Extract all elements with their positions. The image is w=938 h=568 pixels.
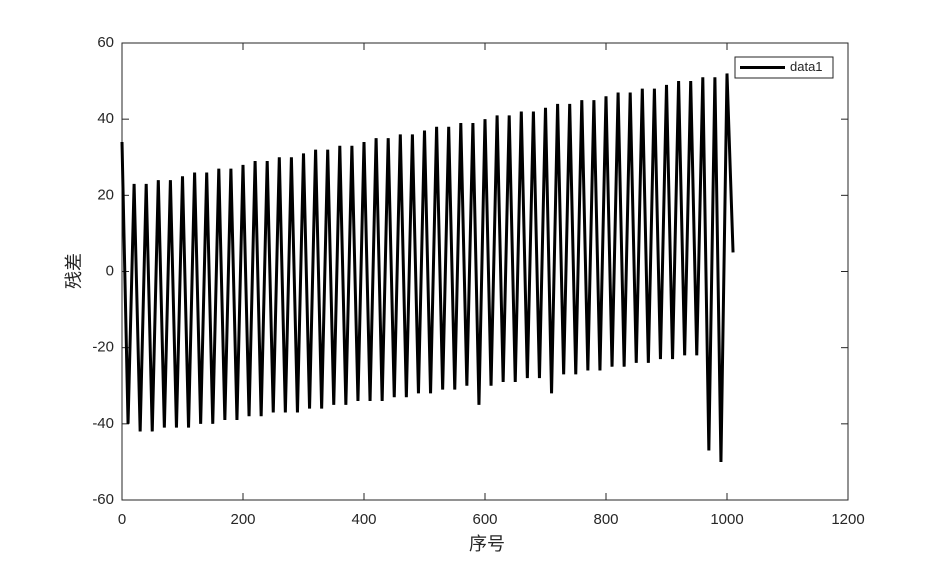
x-tick-label: 200	[230, 511, 255, 528]
y-tick-label: 0	[106, 262, 114, 279]
y-tick-label: 60	[97, 34, 114, 51]
plot-area	[121, 42, 849, 501]
y-axis-label: 残差	[64, 253, 84, 289]
x-tick-label: 800	[593, 511, 618, 528]
y-tick-label: 20	[97, 186, 114, 203]
x-tick-label: 600	[472, 511, 497, 528]
legend-label: data1	[790, 59, 823, 74]
x-tick-label: 0	[118, 511, 126, 528]
y-tick-label: -40	[92, 415, 114, 432]
data-line	[120, 73, 735, 462]
x-tick-label: 1000	[710, 511, 743, 528]
x-axis-label: 序号	[469, 534, 505, 554]
y-tick-label: -20	[92, 339, 114, 356]
x-tick-label: 1200	[831, 511, 864, 528]
x-tick-label: 400	[351, 511, 376, 528]
y-tick-label: 40	[97, 110, 114, 127]
y-tick-label: -60	[92, 491, 114, 508]
